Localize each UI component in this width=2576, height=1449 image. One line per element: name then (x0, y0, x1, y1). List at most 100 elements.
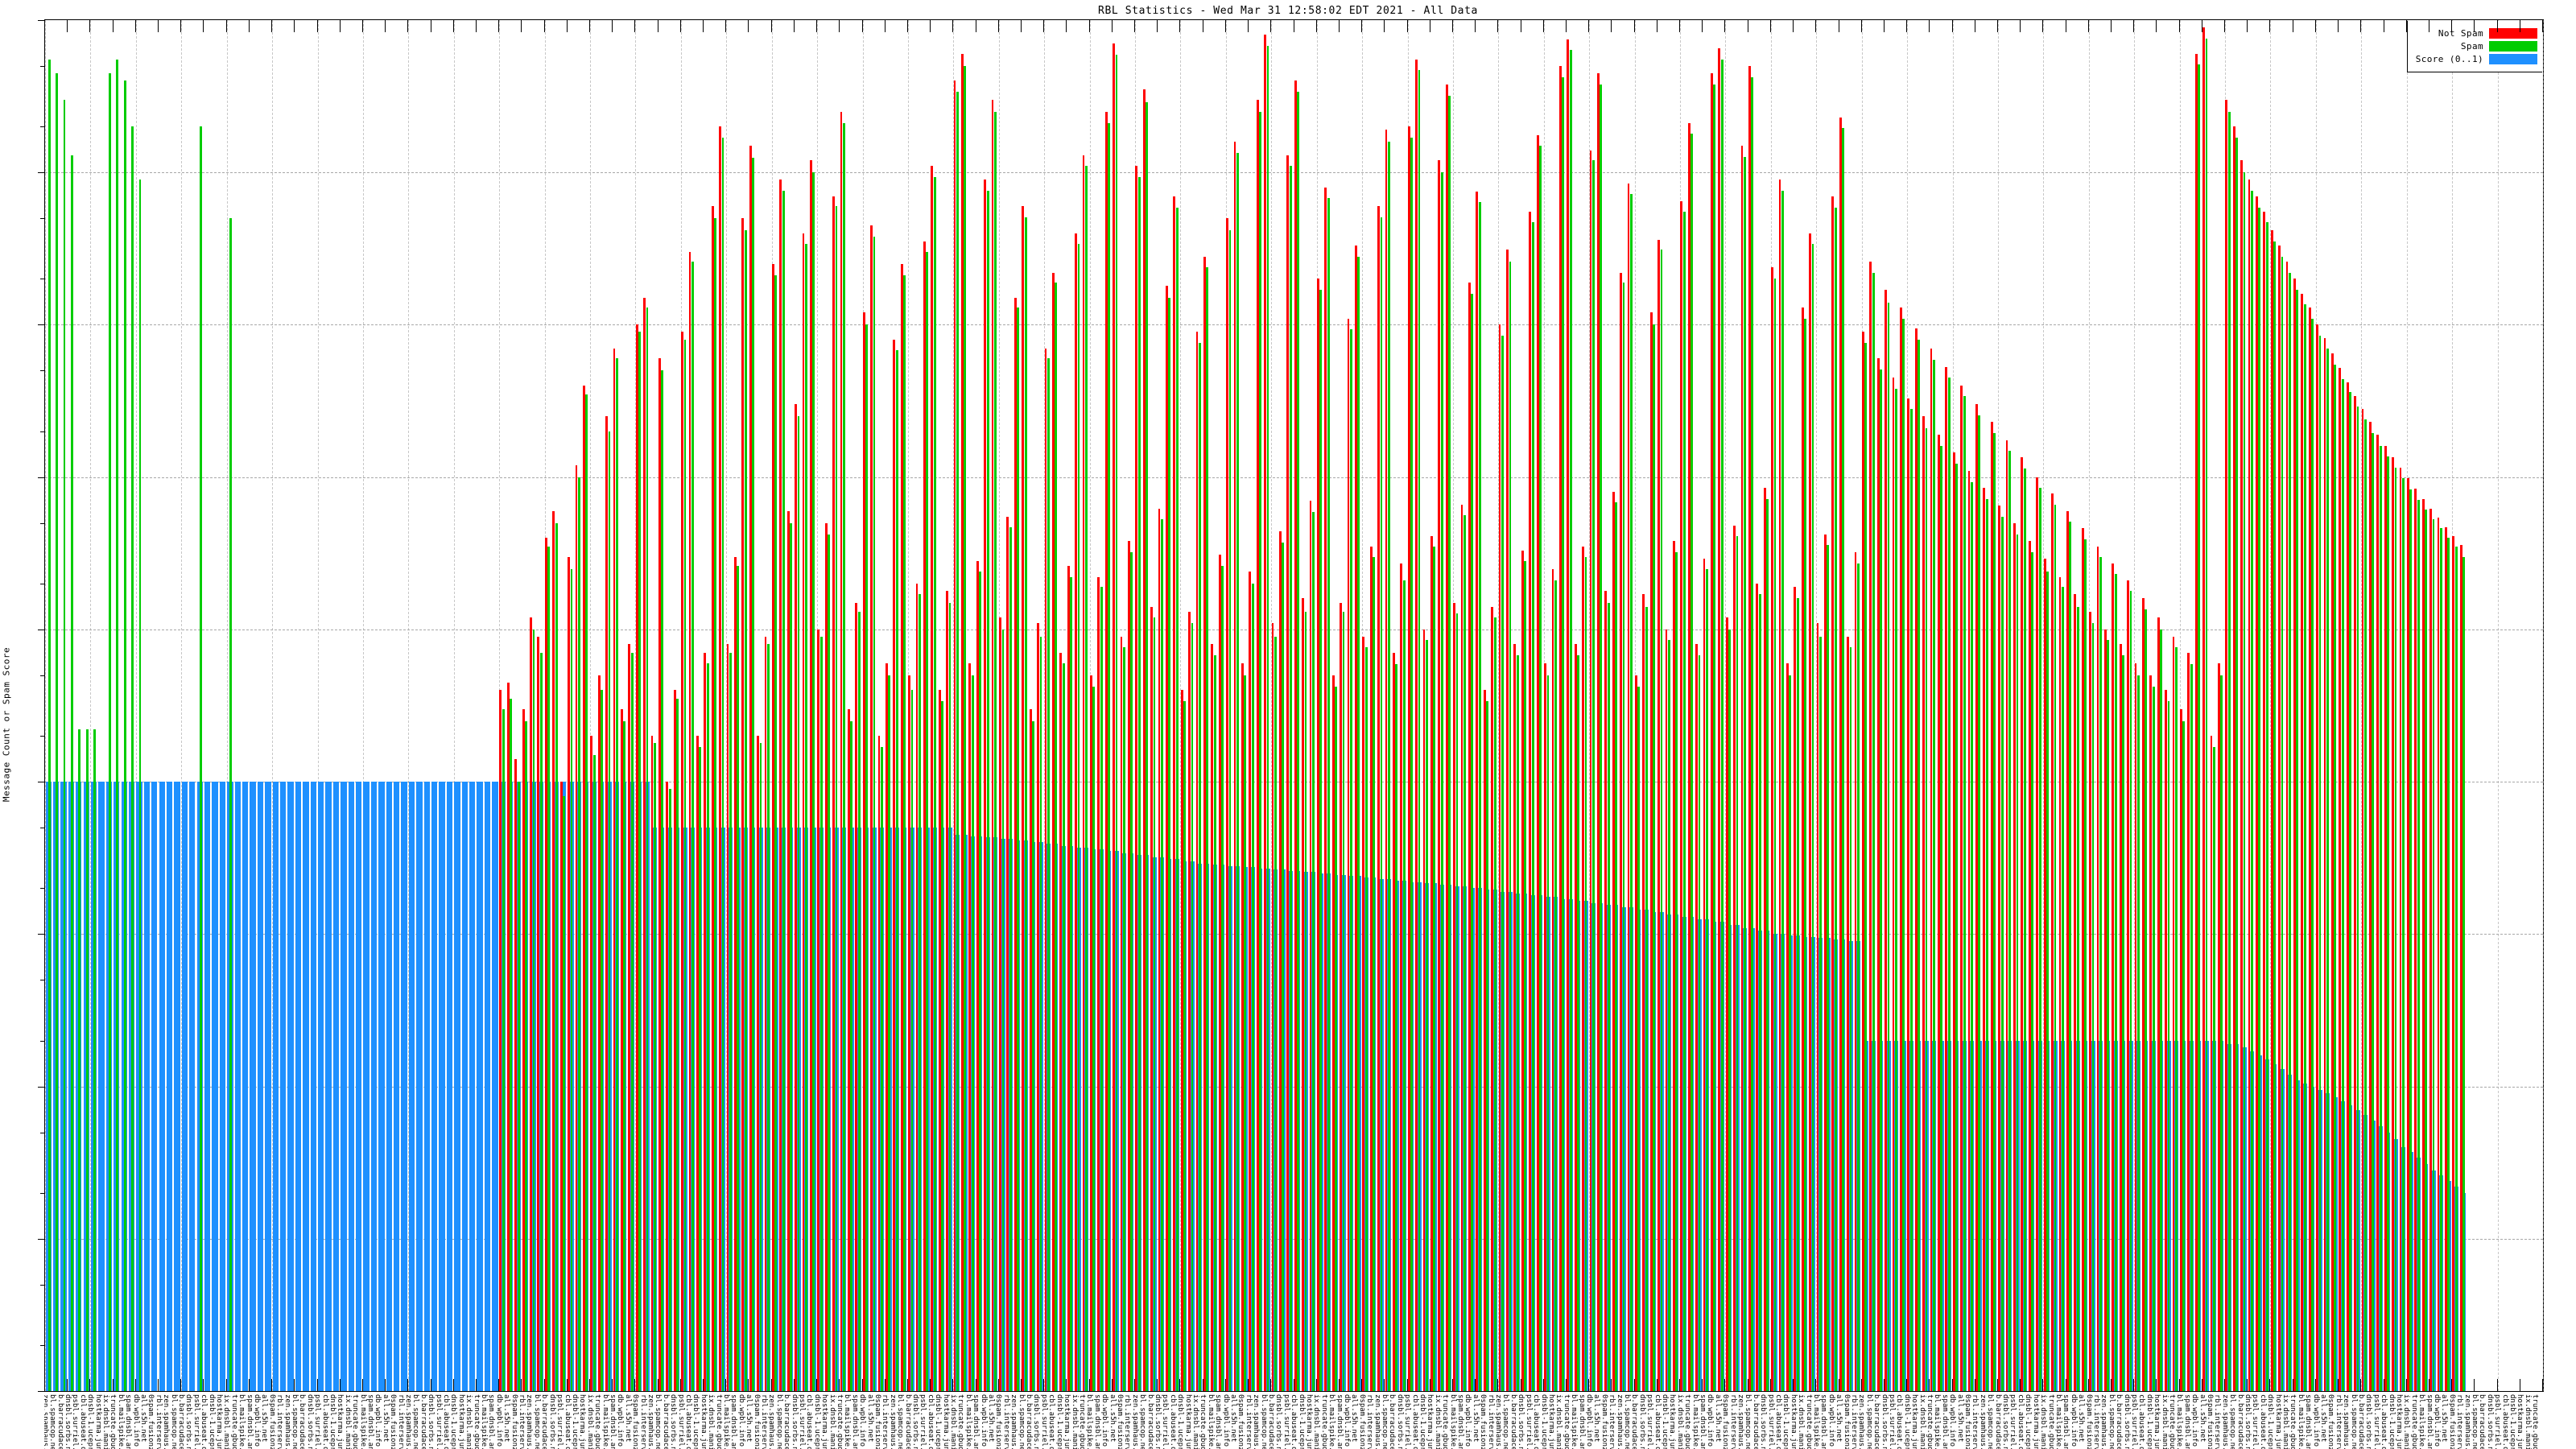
x-tick-label: 0spam.fusionzero.com (389, 1394, 398, 1449)
bar-spam (2107, 640, 2110, 1391)
x-tick-label: b.barracudacentral.org (1509, 1394, 1517, 1449)
bar-not-spam (855, 602, 858, 1391)
y-tick-minor (40, 1345, 45, 1347)
x-tick-label: spam.dnsbl.anonmails.de (1456, 1394, 1465, 1449)
bar-spam (752, 157, 754, 1391)
bar-spam (948, 602, 952, 1391)
bar-not-spam (658, 358, 661, 1391)
x-tick-label: dnsbl-1.uceprotect.net (1781, 1394, 1790, 1449)
x-tick-label: dnsbl.sorbs.net (63, 1394, 72, 1449)
bar-spam (638, 332, 641, 1391)
bar-not-spam (2452, 535, 2455, 1391)
bar-not-spam (1294, 80, 1297, 1391)
x-tick-label: db.wpbl.info (1948, 1394, 1957, 1447)
bar-spam (1380, 217, 1383, 1391)
bar-spam (1312, 512, 1315, 1391)
bar-spam (229, 218, 233, 1391)
bar-spam (699, 746, 702, 1391)
bar-score (461, 782, 468, 1391)
bar-not-spam (1794, 587, 1797, 1391)
bar-spam (2145, 609, 2148, 1391)
x-tick-label: bl.spamcop.net (1622, 1394, 1631, 1449)
bar-not-spam (1241, 663, 1244, 1391)
x-tick-label: b.barracudacentral.org (1872, 1394, 1881, 1449)
bar-not-spam (1665, 629, 1668, 1391)
bar-not-spam (1945, 366, 1948, 1391)
bar-not-spam (2179, 708, 2182, 1391)
bar-spam (964, 65, 967, 1391)
bar-spam (1221, 566, 1224, 1391)
x-tick-label: all.s5h.net (1713, 1394, 1722, 1443)
x-tick-label: psbl.surriel.com (676, 1394, 685, 1449)
bar-not-spam (976, 561, 979, 1391)
bar-spam (2129, 590, 2132, 1391)
bar-not-spam (1340, 602, 1343, 1391)
bar-spam (1304, 612, 1307, 1391)
x-axis-labels: zen.spamhaus.org bl.spamcop.net b.barracud… (44, 1393, 2544, 1449)
x-tick-label: psbl.surriel.com (192, 1394, 200, 1449)
x-tick-label: zen.spamhaus.org (1736, 1394, 1744, 1449)
bar-not-spam (1649, 312, 1653, 1391)
x-tick-label: hostkarma.junkemailfilter.com (1547, 1394, 1555, 1449)
bar-spam (819, 636, 823, 1391)
x-tick-label: truncate.gbudb.net (1077, 1394, 1086, 1449)
bar-not-spam (1188, 612, 1191, 1391)
bar-spam (1615, 502, 1617, 1391)
x-tick-label: zen.spamhaus.org (1857, 1394, 1866, 1449)
bar-spam (1055, 282, 1058, 1391)
bar-not-spam (1718, 48, 1721, 1391)
bar-not-spam (1824, 534, 1827, 1391)
x-tick-label: spam.dnsbl.anonmails.de (1335, 1394, 1344, 1449)
bar-spam (1918, 339, 1921, 1391)
x-tick-label: hostkarma.junkemailfilter.com (215, 1394, 223, 1449)
bar-score (303, 782, 309, 1391)
bar-spam (1971, 481, 1973, 1391)
bar-not-spam (2096, 546, 2099, 1391)
bar-not-spam (1839, 117, 1842, 1391)
bar-spam (1024, 217, 1027, 1391)
bar-spam (881, 746, 883, 1391)
x-tick-label: truncate.gbudb.net (714, 1394, 723, 1449)
x-tick-label: bl.mailspike.net (237, 1394, 246, 1449)
bar-spam (2311, 318, 2314, 1391)
bar-score (189, 782, 196, 1391)
bar-not-spam (908, 675, 911, 1391)
bar-not-spam (2066, 510, 2069, 1391)
bar-spam (759, 742, 762, 1391)
bar-spam (1092, 687, 1096, 1391)
bar-spam (585, 394, 588, 1391)
bar-not-spam (1740, 145, 1744, 1391)
bar-not-spam (1672, 541, 1675, 1391)
bar-spam (1463, 515, 1466, 1391)
bar-not-spam (1415, 60, 1418, 1391)
bar-not-spam (1900, 307, 1902, 1391)
x-tick-label: hostkarma.junkemailfilter.com (457, 1394, 465, 1449)
bar-spam (1108, 123, 1110, 1391)
bar-spam (1433, 546, 1436, 1391)
x-tick-label: zen.spamhaus.org (1494, 1394, 1503, 1449)
bar-spam (1168, 298, 1171, 1391)
x-tick-label: cbl.abuseat.org (320, 1394, 329, 1449)
x-tick-label: rbl.interserver.net (1971, 1394, 1979, 1449)
x-tick-label: bl.mailspike.net (116, 1394, 125, 1449)
bar-not-spam (1051, 272, 1055, 1391)
bar-spam (1501, 335, 1504, 1391)
x-tick-label: all.s5h.net (623, 1394, 632, 1443)
bar-spam (668, 788, 671, 1391)
bar-score (370, 782, 378, 1391)
x-tick-label: truncate.gbudb.net (472, 1394, 481, 1449)
x-tick-label: b.barracudacentral.org (2235, 1394, 2244, 1449)
x-tick-label: 0spam.fusionzero.com (631, 1394, 640, 1449)
bar-spam (1827, 544, 1830, 1391)
bar-spam (2023, 468, 2026, 1391)
bar-not-spam (2301, 293, 2304, 1391)
x-tick-label: hostkarma.junkemailfilter.com (1910, 1394, 1918, 1449)
bar-not-spam (2172, 636, 2175, 1391)
x-tick-label: dnsbl-1.uceprotect.net (2387, 1394, 2396, 1449)
x-tick-label: all.s5h.net (1108, 1394, 1117, 1443)
bar-score (151, 782, 158, 1391)
x-tick-label: truncate.gbudb.net (2289, 1394, 2297, 1449)
x-tick-label: zen.spamhaus.org (283, 1394, 291, 1449)
x-tick-label: rbl.interserver.net (275, 1394, 284, 1449)
x-tick-label: 0spam.fusionzero.com (2447, 1394, 2456, 1449)
